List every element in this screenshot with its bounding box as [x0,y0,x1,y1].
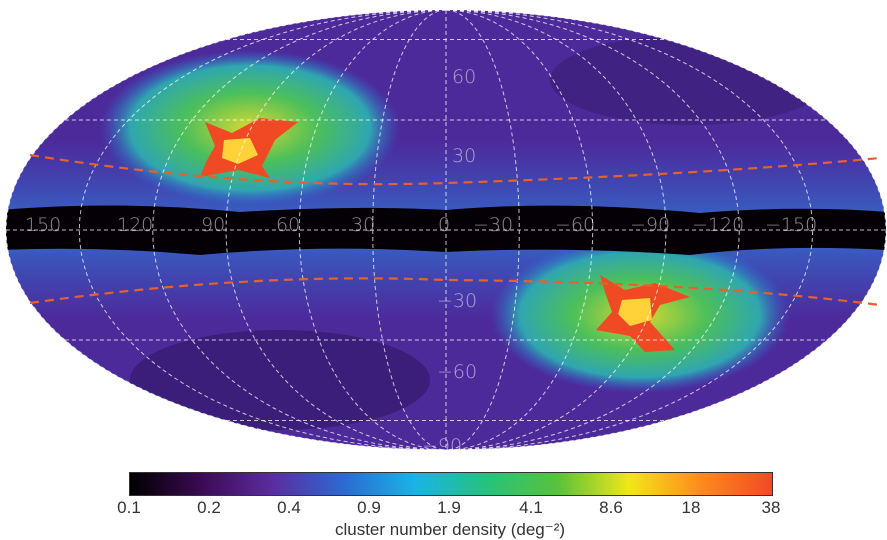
colorbar-tick: 1.9 [437,498,461,517]
lat-label: −30 [437,290,477,312]
longitude-labels: 150 120 90 60 30 0 −30 −60 −90 −120 −150 [25,214,817,236]
lon-label: 150 [25,214,61,236]
lat-label: −90 [422,435,462,457]
graticule [5,9,887,451]
southern-peak-center [618,298,652,326]
colorbar-tick: 0.9 [357,498,381,517]
northern-peak-center [222,138,258,164]
meridian-line [445,9,594,451]
lon-label: 60 [276,214,300,236]
all-sky-density-map: 150 120 90 60 30 0 −30 −60 −90 −120 −150… [5,9,887,457]
lon-label: −90 [630,214,670,236]
colorbar-tick: 38 [761,498,781,517]
lat-label: 60 [452,66,476,88]
north-dashed-curve [29,153,881,186]
lat-label: 30 [452,145,476,167]
lon-label: −60 [555,214,595,236]
colorbar-tick: 18 [681,498,701,517]
colorbar-tick: 0.1 [117,498,141,517]
lon-label: −30 [473,214,513,236]
lon-label: 120 [117,214,153,236]
meridian-line [445,9,814,451]
meridian-line [298,9,447,451]
colorbar-tick: 0.4 [277,498,301,517]
dark-patch [130,330,430,430]
lat-label: −60 [437,361,477,383]
dark-patch [550,35,830,125]
colorbar-tick: 0.2 [197,498,221,517]
lon-label: 90 [201,214,225,236]
colorbar-tick: 4.1 [519,498,543,517]
lon-label: 30 [351,214,375,236]
lon-label: −120 [692,214,744,236]
lon-label: −150 [765,214,817,236]
meridian-line [445,9,887,451]
colorbar-tick: 8.6 [599,498,623,517]
colorbar-label: cluster number density (deg⁻²) [334,520,566,539]
lon-label: 0 [438,214,450,236]
latitude-labels: 60 30 −30 −60 −90 [422,66,477,457]
colorbar [129,472,773,496]
south-dashed-curve [29,277,881,307]
